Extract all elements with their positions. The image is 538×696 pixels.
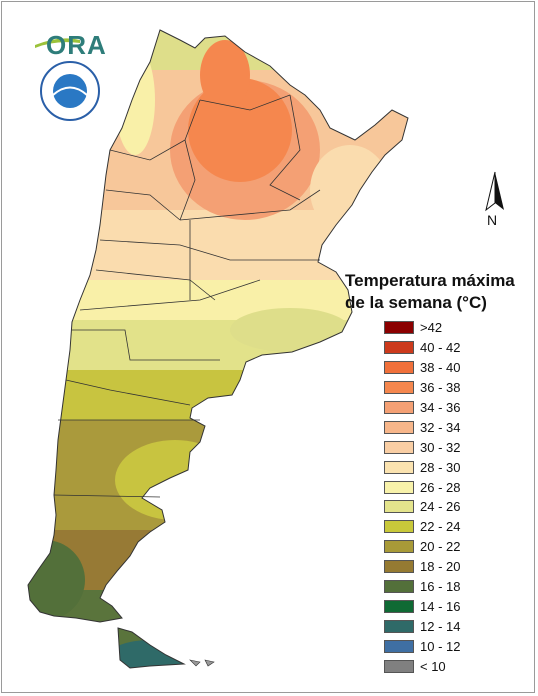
legend-swatch (384, 639, 414, 653)
legend-item: < 10 (384, 656, 460, 676)
legend-label: 14 - 16 (420, 598, 461, 614)
legend-swatch (384, 580, 414, 594)
legend-item: 28 - 30 (384, 457, 460, 477)
legend-label: 40 - 42 (420, 340, 461, 356)
legend-item: 30 - 32 (384, 437, 460, 457)
legend-swatch (384, 520, 414, 534)
legend-label: >42 (420, 320, 443, 336)
legend-item: 38 - 40 (384, 358, 460, 378)
legend-label: 36 - 38 (420, 380, 461, 396)
legend-item: 20 - 22 (384, 537, 460, 557)
legend-swatch (384, 341, 414, 355)
legend-item: 10 - 12 (384, 636, 460, 656)
north-arrow-icon (485, 171, 504, 212)
legend-label: 32 - 34 (420, 419, 461, 435)
legend-label: < 10 (420, 658, 446, 674)
legend-title-line1: Temperatura máxima (345, 271, 515, 290)
legend-label: 26 - 28 (420, 479, 461, 495)
legend-swatch (384, 321, 414, 335)
legend-label: 18 - 20 (420, 559, 461, 575)
legend-item: 26 - 28 (384, 477, 460, 497)
legend-label: 38 - 40 (420, 360, 461, 376)
legend-item: 36 - 38 (384, 378, 460, 398)
legend-swatch (384, 500, 414, 514)
legend-swatch (384, 659, 414, 673)
legend-swatch (384, 401, 414, 414)
legend-title: Temperatura máxima de la semana (°C) (345, 270, 530, 314)
legend-label: 22 - 24 (420, 519, 461, 535)
legend-item: 24 - 26 (384, 497, 460, 517)
legend-swatch (384, 420, 414, 434)
ora-logo-swoosh (35, 38, 80, 48)
legend-swatch (384, 361, 414, 375)
legend-label: 16 - 18 (420, 579, 461, 595)
legend-swatch (384, 619, 414, 633)
legend-label: 20 - 22 (420, 539, 461, 555)
legend-item: 16 - 18 (384, 577, 460, 597)
north-label: N (487, 212, 498, 228)
legend-label: 12 - 14 (420, 618, 461, 634)
temperature-legend: >42 40 - 42 38 - 40 36 - 38 34 - 36 32 - 34 30… (384, 318, 460, 676)
legend-swatch (384, 599, 414, 613)
legend-item: >42 (384, 318, 460, 338)
legend-swatch (384, 560, 414, 574)
smn-seal-logo (40, 61, 100, 121)
legend-swatch (384, 440, 414, 454)
legend-title-line2: de la semana (°C) (345, 293, 487, 312)
legend-label: 28 - 30 (420, 459, 461, 475)
ora-logo-wordmark: ORA (46, 30, 107, 60)
legend-item: 32 - 34 (384, 417, 460, 437)
legend-item: 12 - 14 (384, 616, 460, 636)
province-borders (53, 94, 321, 498)
legend-item: 18 - 20 (384, 557, 460, 577)
legend-swatch (384, 381, 414, 395)
legend-item: 14 - 16 (384, 596, 460, 616)
legend-swatch (384, 480, 414, 494)
legend-swatch (384, 460, 414, 474)
legend-swatch (384, 540, 414, 554)
legend-label: 34 - 36 (420, 400, 461, 415)
legend-item: 22 - 24 (384, 517, 460, 537)
legend-item: 34 - 36 (384, 398, 460, 418)
legend-label: 10 - 12 (420, 638, 461, 654)
legend-item: 40 - 42 (384, 338, 460, 358)
legend-label: 30 - 32 (420, 439, 461, 455)
legend-label: 24 - 26 (420, 499, 461, 515)
